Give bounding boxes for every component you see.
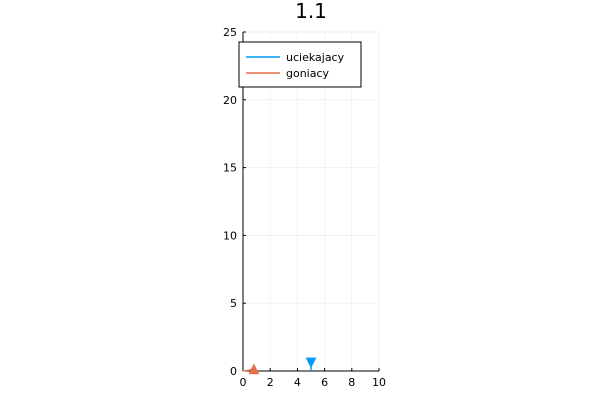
x-tick-label: 0 bbox=[240, 376, 247, 389]
y-tick-label: 10 bbox=[223, 229, 237, 242]
y-tick-label: 0 bbox=[230, 365, 237, 378]
legend-box bbox=[238, 41, 362, 88]
legend: uciekajacy goniacy bbox=[238, 41, 362, 88]
x-tick-label: 8 bbox=[348, 376, 355, 389]
x-tick-label: 10 bbox=[372, 376, 386, 389]
y-tick-label: 20 bbox=[223, 94, 237, 107]
series-marker-goniacy bbox=[248, 363, 260, 375]
series-marker-uciekajacy bbox=[305, 357, 317, 369]
data-series bbox=[242, 357, 317, 375]
chart-title: 1.1 bbox=[295, 0, 327, 23]
legend-label-uciekajacy: uciekajacy bbox=[286, 51, 345, 64]
legend-label-goniacy: goniacy bbox=[286, 67, 330, 80]
x-tick-label: 6 bbox=[321, 376, 328, 389]
x-tick-label: 4 bbox=[294, 376, 301, 389]
y-tick-label: 5 bbox=[230, 297, 237, 310]
grid-lines bbox=[242, 31, 380, 372]
y-tick-label: 25 bbox=[223, 26, 237, 39]
x-tick-label: 2 bbox=[267, 376, 274, 389]
y-tick-label: 15 bbox=[223, 162, 237, 175]
tick-labels: 0 2 4 6 8 10 0 5 10 15 20 25 bbox=[223, 26, 386, 389]
